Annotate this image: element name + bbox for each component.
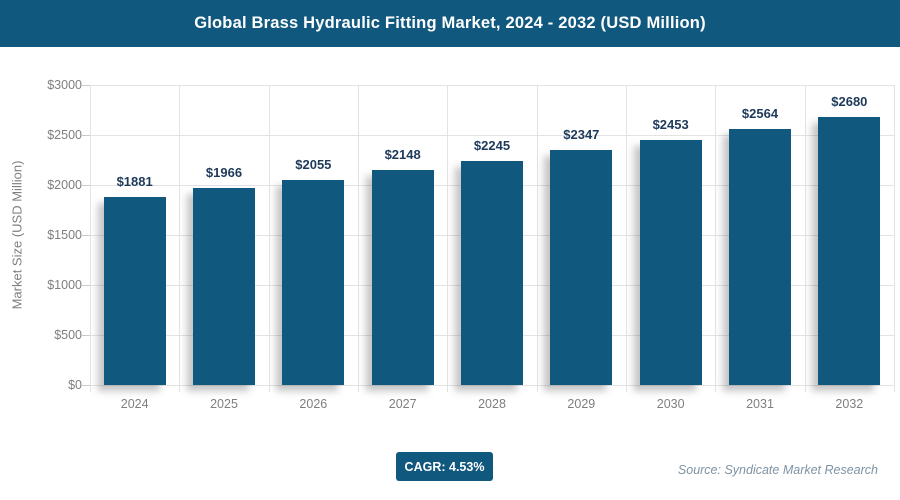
x-axis-tick-label: 2030 [656, 397, 685, 411]
y-axis-tick-mark [82, 285, 90, 286]
bar-2027 [371, 170, 434, 385]
x-axis-tick-label: 2024 [120, 397, 149, 411]
gridline-vertical [358, 85, 359, 392]
source-attribution: Source: Syndicate Market Research [677, 463, 878, 477]
y-axis-tick-mark [82, 85, 90, 86]
gridline-vertical [715, 85, 717, 392]
y-axis-tick-mark [82, 335, 90, 336]
y-axis-tick-label: $2000 [47, 178, 82, 192]
chart-title-bar: Global Brass Hydraulic Fitting Market, 2… [0, 0, 900, 47]
bar-value-label: $2564 [741, 105, 779, 121]
y-axis-tick-mark [82, 185, 90, 186]
chart-footer: CAGR: 4.53% Source: Syndicate Market Res… [0, 442, 900, 500]
bar-value-label: $2245 [473, 137, 511, 153]
y-axis-tick-label: $0 [68, 378, 82, 392]
bar-value-label: $2055 [295, 156, 332, 172]
y-axis-tick-label: $500 [54, 328, 82, 342]
bar-2030 [639, 139, 702, 385]
y-axis-tick-mark [82, 385, 90, 386]
cagr-label: CAGR: 4.53% [404, 459, 485, 474]
gridline-horizontal [90, 135, 894, 136]
cagr-badge: CAGR: 4.53% [396, 452, 493, 481]
bar-2028 [461, 160, 523, 385]
bar-value-label: $2347 [563, 127, 600, 143]
gridline-horizontal [90, 385, 894, 386]
y-axis-tick-label: $1500 [47, 228, 82, 242]
bar-2024 [103, 196, 166, 385]
x-axis-tick-label: 2032 [835, 397, 864, 411]
gridline-vertical [447, 85, 449, 392]
bar-value-label: $2680 [831, 94, 868, 109]
x-axis-tick-label: 2026 [299, 397, 328, 411]
bar-2025 [193, 188, 255, 385]
x-axis-tick-label: 2025 [210, 397, 238, 411]
gridline-horizontal [90, 85, 894, 86]
gridline-vertical [179, 85, 181, 392]
gridline-vertical [268, 85, 270, 392]
bar-2026 [282, 179, 345, 385]
y-axis-tick-label: $2500 [47, 128, 82, 142]
bar-value-label: $1881 [116, 173, 153, 189]
chart-region: Market Size (USD Million) $0 $500 $1000 $15… [0, 47, 900, 442]
y-axis-tick-label: $3000 [47, 78, 82, 92]
bar-value-label: $2148 [384, 147, 421, 163]
gridline-vertical [894, 85, 895, 392]
chart-title: Global Brass Hydraulic Fitting Market, 2… [194, 14, 706, 32]
x-axis-tick-label: 2028 [478, 397, 506, 411]
bar-value-label: $1966 [205, 165, 243, 181]
x-axis-tick-label: 2029 [567, 397, 596, 411]
gridline-vertical [536, 85, 538, 392]
gridline-vertical [804, 85, 806, 392]
y-axis-tick-mark [82, 135, 90, 136]
y-axis-title: Market Size (USD Million) [9, 160, 25, 310]
y-axis-tick-mark [82, 235, 90, 236]
x-axis-tick-label: 2031 [746, 397, 774, 411]
y-axis-tick-label: $1000 [47, 278, 82, 292]
bar-2029 [550, 150, 613, 385]
bar-value-label: $2453 [652, 116, 689, 132]
x-axis-tick-label: 2027 [388, 397, 417, 411]
bar-2031 [729, 128, 791, 385]
y-axis-line [90, 85, 91, 392]
plot-area: $0 $500 $1000 $1500 $2000 $2500 $3000 $1881 2024… [47, 78, 895, 411]
gridline-vertical [626, 85, 627, 392]
bar-2032 [818, 117, 881, 385]
